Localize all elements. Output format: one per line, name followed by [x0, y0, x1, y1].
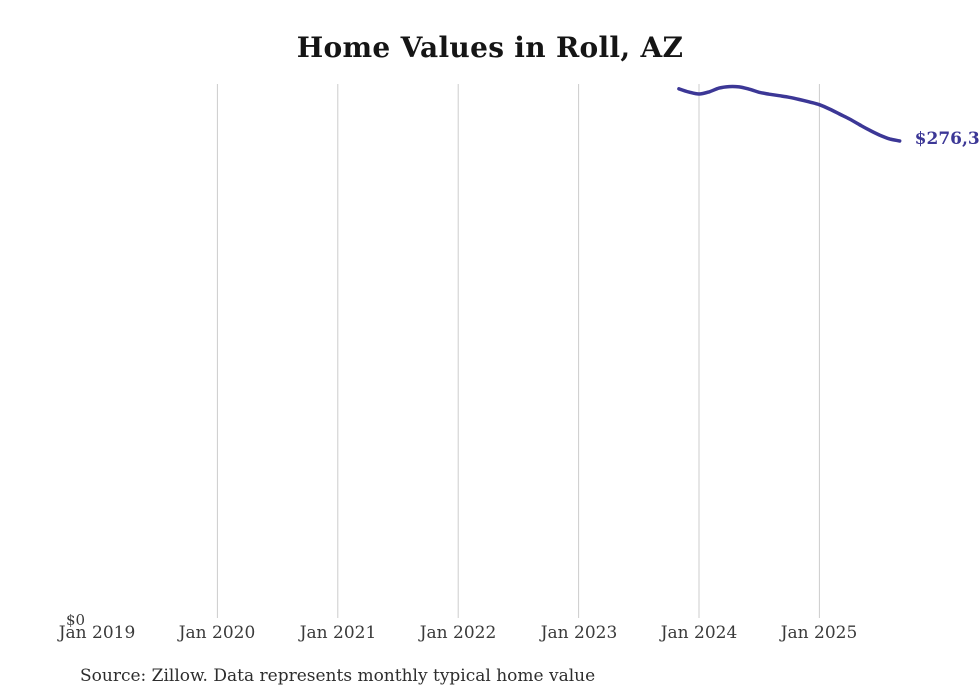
x-axis-label-2020: Jan 2020 — [178, 623, 256, 643]
home-value-line — [677, 84, 902, 143]
y-axis-zero-label: $0 — [66, 611, 86, 629]
x-axis-label-2024: Jan 2024 — [660, 623, 738, 643]
end-value-label: $276,360 — [914, 129, 980, 149]
source-note: Source: Zillow. Data represents monthly … — [80, 666, 596, 686]
x-axis-label-2019: Jan 2019 — [58, 623, 136, 643]
x-axis-label-2025: Jan 2025 — [780, 623, 858, 643]
x-axis-label-2023: Jan 2023 — [540, 623, 618, 643]
chart-title: Home Values in Roll, AZ — [296, 31, 684, 64]
x-axis-label-2022: Jan 2022 — [419, 623, 497, 643]
x-axis-label-2021: Jan 2021 — [299, 623, 377, 643]
gridlines — [216, 84, 820, 618]
